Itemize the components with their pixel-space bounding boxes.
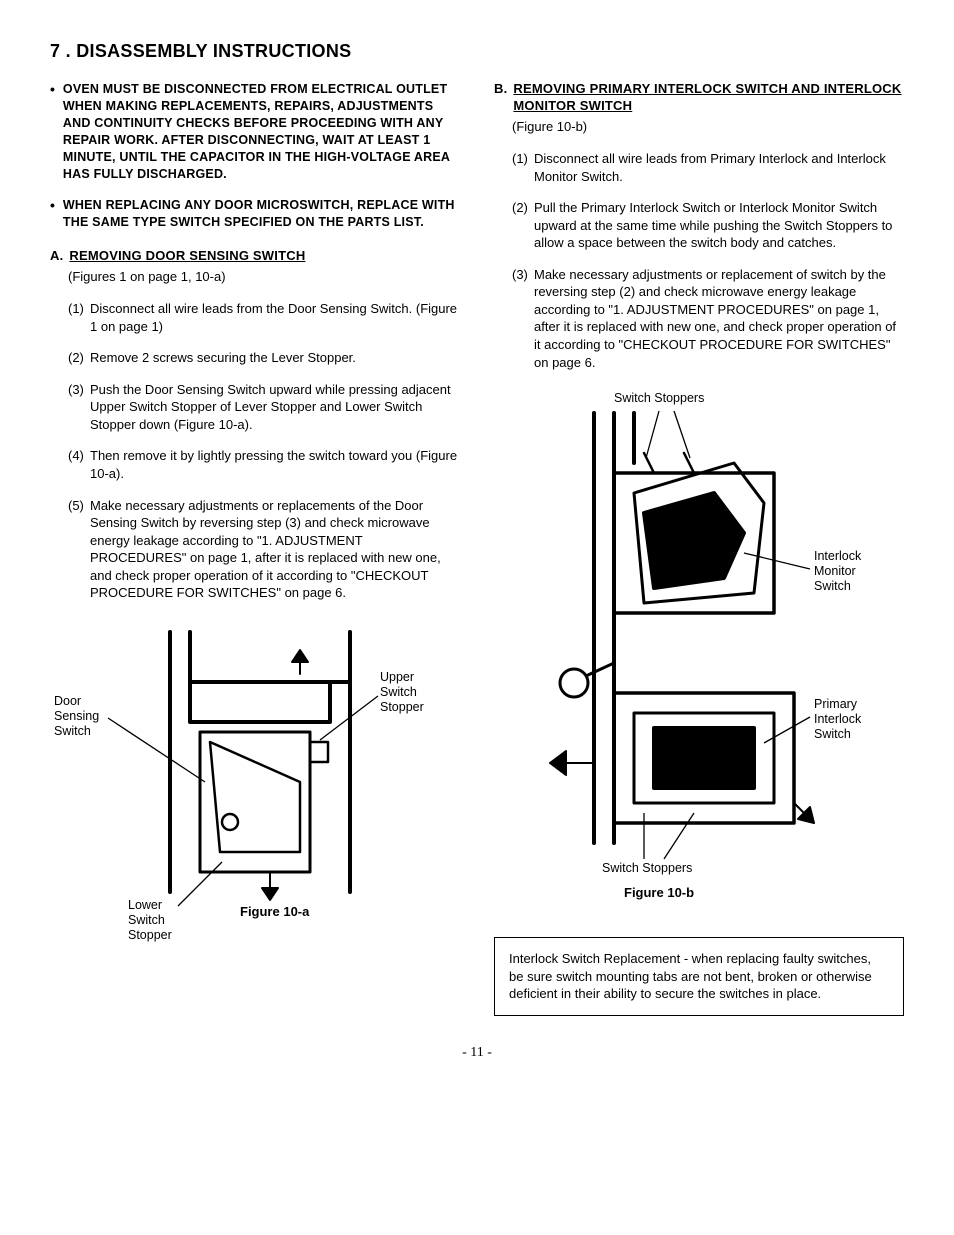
step-item: (3) Push the Door Sensing Switch upward … [68,381,460,434]
step-number: (3) [68,381,90,434]
step-number: (5) [68,497,90,602]
two-column-layout: • OVEN MUST BE DISCONNECTED FROM ELECTRI… [50,81,904,1015]
section-b-steps: (1) Disconnect all wire leads from Prima… [512,150,904,371]
step-text: Disconnect all wire leads from the Door … [90,300,460,335]
figure-10b: Switch Stoppers Interlock Monitor Switch… [494,391,904,911]
step-item: (1) Disconnect all wire leads from the D… [68,300,460,335]
section-title: REMOVING DOOR SENSING SWITCH [69,248,305,265]
warning-item: • OVEN MUST BE DISCONNECTED FROM ELECTRI… [50,81,460,182]
left-column: • OVEN MUST BE DISCONNECTED FROM ELECTRI… [50,81,460,1015]
warning-text: WHEN REPLACING ANY DOOR MICROSWITCH, REP… [63,197,460,231]
step-number: (4) [68,447,90,482]
bullet-icon: • [50,81,55,182]
step-text: Make necessary adjustments or replacemen… [90,497,460,602]
step-text: Then remove it by lightly pressing the s… [90,447,460,482]
section-b-figure-ref: (Figure 10-b) [512,119,904,136]
section-letter: A. [50,248,63,265]
section-a-figure-ref: (Figures 1 on page 1, 10-a) [68,269,460,286]
right-column: B. REMOVING PRIMARY INTERLOCK SWITCH AND… [494,81,904,1015]
step-number: (2) [68,349,90,367]
step-text: Remove 2 screws securing the Lever Stopp… [90,349,460,367]
section-letter: B. [494,81,507,115]
section-a-steps: (1) Disconnect all wire leads from the D… [68,300,460,602]
section-b-heading: B. REMOVING PRIMARY INTERLOCK SWITCH AND… [494,81,904,115]
section-title: REMOVING PRIMARY INTERLOCK SWITCH AND IN… [513,81,904,115]
step-number: (1) [512,150,534,185]
step-item: (2) Pull the Primary Interlock Switch or… [512,199,904,252]
warning-text: OVEN MUST BE DISCONNECTED FROM ELECTRICA… [63,81,460,182]
step-item: (2) Remove 2 screws securing the Lever S… [68,349,460,367]
step-item: (5) Make necessary adjustments or replac… [68,497,460,602]
figure-10a-diagram-icon [50,622,450,922]
step-number: (1) [68,300,90,335]
figure-10b-diagram-icon [494,403,894,873]
step-item: (1) Disconnect all wire leads from Prima… [512,150,904,185]
step-text: Pull the Primary Interlock Switch or Int… [534,199,904,252]
warning-list: • OVEN MUST BE DISCONNECTED FROM ELECTRI… [50,81,460,230]
section-a-heading: A. REMOVING DOOR SENSING SWITCH [50,248,460,265]
figure-10b-caption: Figure 10-b [624,885,694,902]
page-number: - 11 - [50,1044,904,1062]
step-text: Make necessary adjustments or replacemen… [534,266,904,371]
bullet-icon: • [50,197,55,231]
figure-10a: Door Sensing Switch Upper Switch Stopper… [50,622,460,962]
step-item: (3) Make necessary adjustments or replac… [512,266,904,371]
step-item: (4) Then remove it by lightly pressing t… [68,447,460,482]
page-title: 7 . DISASSEMBLY INSTRUCTIONS [50,40,904,63]
warning-item: • WHEN REPLACING ANY DOOR MICROSWITCH, R… [50,197,460,231]
step-number: (3) [512,266,534,371]
step-text: Push the Door Sensing Switch upward whil… [90,381,460,434]
interlock-replacement-note: Interlock Switch Replacement - when repl… [494,937,904,1016]
step-number: (2) [512,199,534,252]
step-text: Disconnect all wire leads from Primary I… [534,150,904,185]
